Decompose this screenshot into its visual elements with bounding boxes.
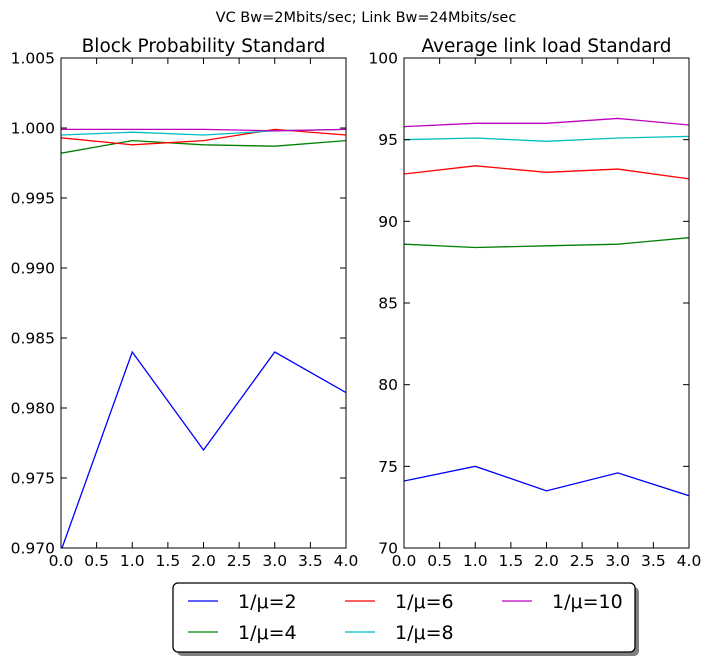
x-tick-label: 0.0 bbox=[49, 552, 74, 570]
legend-item: 1/μ=6 bbox=[345, 591, 454, 613]
series-line-3 bbox=[61, 128, 346, 146]
legend-box bbox=[172, 582, 636, 653]
series-line-4 bbox=[404, 135, 689, 142]
x-tick-label: 1.5 bbox=[156, 552, 181, 570]
y-tick-label: 0.970 bbox=[11, 540, 55, 558]
legend: 1/μ=2 1/μ=4 1/μ=6 1/μ=8 1/μ=10 bbox=[172, 582, 639, 656]
x-tick-label: 1.0 bbox=[463, 552, 488, 570]
y-tick-label: 80 bbox=[378, 376, 398, 394]
subplot-title: Block Probability Standard bbox=[82, 36, 326, 57]
x-tick-label: 2.5 bbox=[227, 552, 252, 570]
x-tick-label: 2.5 bbox=[570, 552, 595, 570]
legend-item: 1/μ=10 bbox=[502, 591, 623, 613]
y-tick-label: 0.980 bbox=[11, 400, 55, 418]
series-line-3 bbox=[404, 165, 689, 180]
x-tick-label: 4.0 bbox=[334, 552, 359, 570]
series-line-1 bbox=[61, 350, 346, 548]
x-tick-label: 0.5 bbox=[84, 552, 109, 570]
legend-label: 1/μ=10 bbox=[552, 591, 623, 613]
y-tick-label: 1.005 bbox=[11, 50, 55, 68]
x-tick-label: 0.5 bbox=[427, 552, 452, 570]
x-tick-label: 3.5 bbox=[298, 552, 323, 570]
y-tick-label: 95 bbox=[378, 131, 398, 149]
y-tick-label: 0.990 bbox=[11, 260, 55, 278]
y-tick-label: 70 bbox=[378, 540, 398, 558]
subplots: Block Probability Standard 0.0 0.5 1.0 1.5 2.… bbox=[11, 36, 702, 570]
series-lines bbox=[404, 117, 689, 497]
x-tick-label: 1.5 bbox=[499, 552, 524, 570]
x-tick-label: 3.0 bbox=[605, 552, 630, 570]
series-lines bbox=[61, 128, 346, 548]
x-tick-label: 3.5 bbox=[641, 552, 666, 570]
legend-label: 1/μ=8 bbox=[395, 622, 454, 644]
x-tick-label: 1.0 bbox=[120, 552, 145, 570]
x-tick-label: 0.0 bbox=[392, 552, 417, 570]
legend-label: 1/μ=6 bbox=[395, 591, 454, 613]
y-tick-label: 0.995 bbox=[11, 190, 55, 208]
legend-item: 1/μ=2 bbox=[188, 591, 297, 613]
y-tick-label: 85 bbox=[378, 295, 398, 313]
x-tick-label: 2.0 bbox=[191, 552, 216, 570]
x-tick-label: 2.0 bbox=[534, 552, 559, 570]
y-tick-label: 90 bbox=[378, 213, 398, 231]
series-line-1 bbox=[404, 465, 689, 497]
series-line-5 bbox=[404, 117, 689, 128]
y-tick-label: 100 bbox=[368, 50, 398, 68]
subplot-title: Average link load Standard bbox=[421, 36, 671, 57]
subplot-1: Block Probability Standard 0.0 0.5 1.0 1.5 2.… bbox=[11, 36, 359, 570]
legend-item: 1/μ=4 bbox=[188, 622, 297, 644]
series-line-5 bbox=[61, 128, 346, 132]
legend-item: 1/μ=8 bbox=[345, 622, 454, 644]
y-tick-label: 75 bbox=[378, 458, 398, 476]
axes-frame bbox=[403, 57, 690, 549]
series-line-2 bbox=[61, 139, 346, 154]
figure-suptitle: VC Bw=2Mbits/sec; Link Bw=24Mbits/sec bbox=[216, 10, 517, 26]
y-tick-label: 1.000 bbox=[11, 120, 55, 138]
legend-label: 1/μ=2 bbox=[238, 591, 297, 613]
x-tick-label: 4.0 bbox=[677, 552, 702, 570]
y-tick-label: 0.975 bbox=[11, 470, 55, 488]
subplot-2: Average link load Standard 0.0 0.5 1.0 1.5 2.… bbox=[368, 36, 701, 570]
series-line-2 bbox=[404, 237, 689, 249]
y-tick-label: 0.985 bbox=[11, 330, 55, 348]
legend-label: 1/μ=4 bbox=[238, 622, 297, 644]
x-tick-label: 3.0 bbox=[262, 552, 287, 570]
